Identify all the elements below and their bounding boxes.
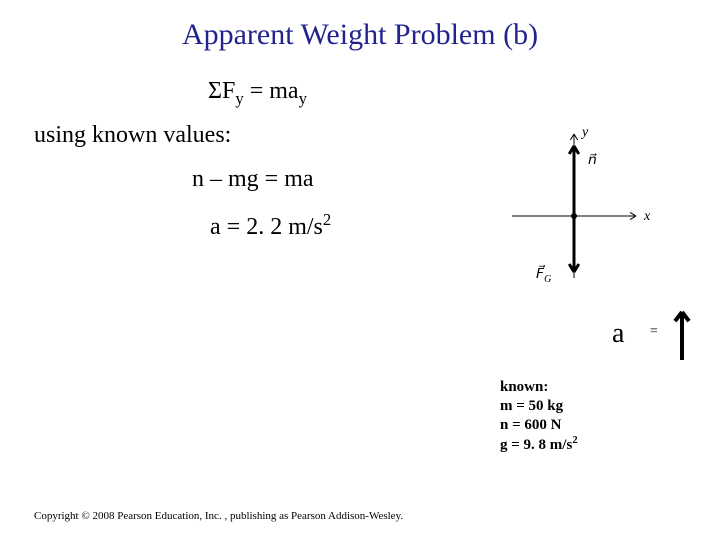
using-known-label: using known values: <box>34 122 231 149</box>
eq-sub-y2: y <box>299 89 307 108</box>
known-values: known: m = 50 kg n = 600 N g = 9. 8 m/s2 <box>500 378 578 455</box>
known-g-exp: 2 <box>572 435 577 446</box>
equation-newton2: ΣFy = may <box>208 78 307 109</box>
eq-sub-y1: y <box>235 89 243 108</box>
accel-lhs: a = 2. 2 m/s <box>210 214 323 240</box>
copyright-text: Copyright © 2008 Pearson Education, Inc.… <box>34 510 403 522</box>
svg-text:F⃗G: F⃗G <box>536 264 551 285</box>
free-body-diagram: x y n⃗ F⃗G <box>496 104 656 304</box>
known-g-text: g = 9. 8 m/s <box>500 437 572 453</box>
equation-force: n – mg = ma <box>192 166 314 193</box>
svg-text:x: x <box>643 209 651 224</box>
svg-text:n⃗: n⃗ <box>588 153 597 168</box>
svg-text:y: y <box>580 125 589 140</box>
equals-mark: = <box>649 324 658 340</box>
eq-sigmaF: ΣF <box>208 78 235 104</box>
known-n: n = 600 N <box>500 416 578 435</box>
known-heading: known: <box>500 378 578 397</box>
acceleration-arrow-icon <box>672 306 692 362</box>
accel-exp: 2 <box>323 210 331 229</box>
known-m: m = 50 kg <box>500 397 578 416</box>
eq-eq-ma: = ma <box>244 78 299 104</box>
acceleration-label: a <box>612 318 624 350</box>
equation-accel: a = 2. 2 m/s2 <box>210 210 331 241</box>
slide-title: Apparent Weight Problem (b) <box>0 18 720 52</box>
known-g: g = 9. 8 m/s2 <box>500 434 578 455</box>
